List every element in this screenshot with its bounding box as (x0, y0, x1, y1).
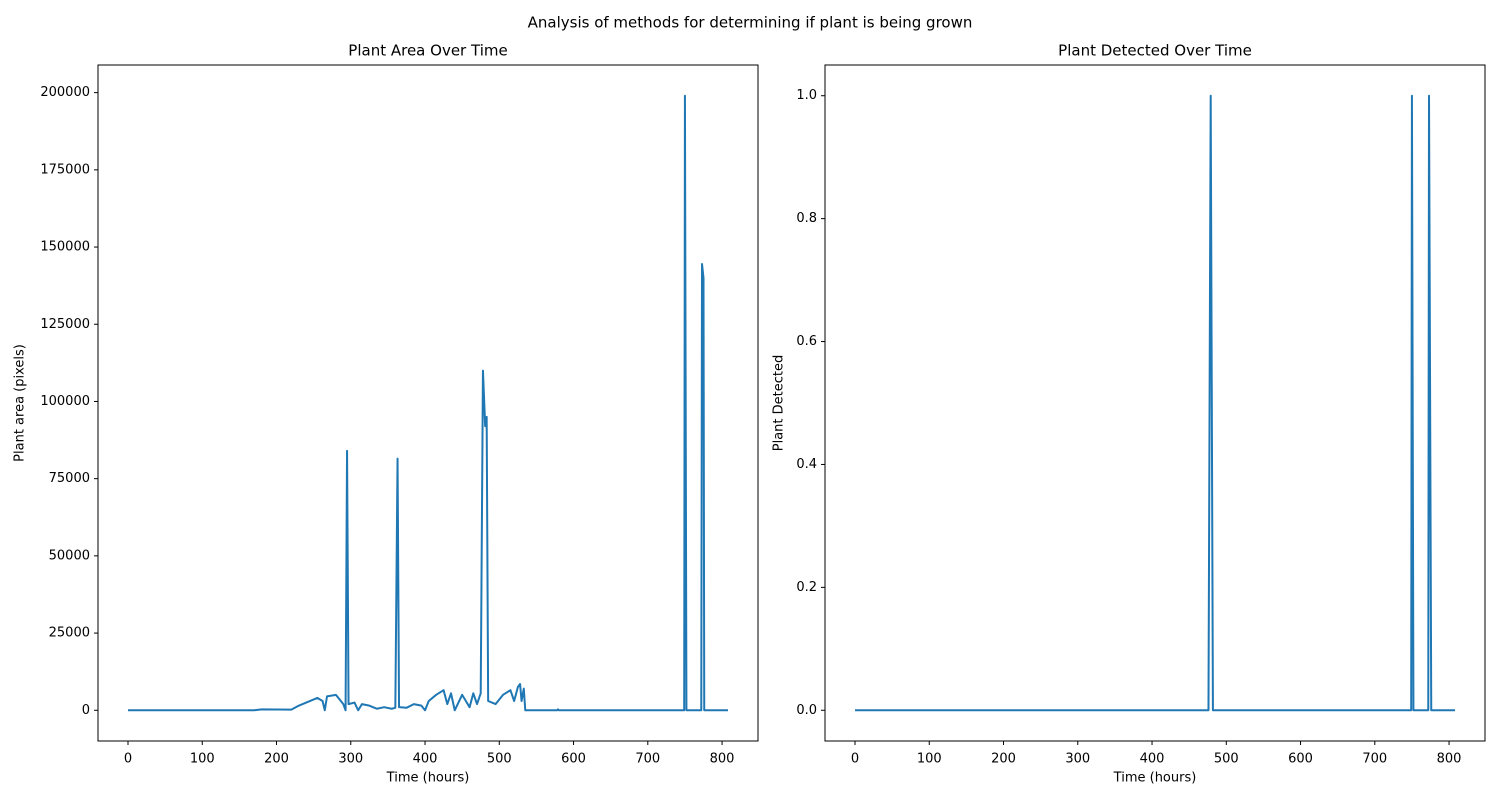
y-tick-label: 0.6 (796, 334, 817, 349)
y-axis-label: Plant area (pixels) (13, 344, 28, 462)
x-tick-label: 500 (1214, 752, 1239, 767)
x-tick-label: 400 (413, 752, 438, 767)
y-tick-label: 75000 (49, 471, 90, 486)
y-tick-label: 25000 (49, 626, 90, 641)
y-tick-label: 50000 (49, 548, 90, 563)
x-axis-label: Time (hours) (386, 771, 470, 786)
data-line (855, 94, 1455, 712)
x-tick-label: 200 (991, 752, 1016, 767)
y-tick-label: 0 (82, 703, 90, 718)
x-tick-label: 700 (1362, 752, 1387, 767)
axes-title: Plant Detected Over Time (1058, 42, 1252, 60)
y-tick-label: 150000 (40, 240, 90, 255)
y-tick-label: 0.8 (796, 211, 817, 226)
y-axis-label: Plant Detected (772, 355, 787, 451)
x-tick-label: 600 (1288, 752, 1313, 767)
figure-title: Analysis of methods for determining if p… (528, 14, 973, 32)
x-tick-label: 500 (487, 752, 512, 767)
x-tick-label: 600 (561, 752, 586, 767)
x-tick-label: 700 (635, 752, 660, 767)
y-tick-label: 200000 (40, 85, 90, 100)
x-tick-label: 300 (1065, 752, 1090, 767)
x-tick-label: 100 (190, 752, 215, 767)
x-tick-label: 100 (917, 752, 942, 767)
x-tick-label: 400 (1140, 752, 1165, 767)
y-tick-label: 175000 (40, 162, 90, 177)
x-axis-label: Time (hours) (1113, 771, 1197, 786)
axes-frame (97, 64, 759, 742)
data-line (128, 94, 728, 712)
y-tick-label: 100000 (40, 394, 90, 409)
y-tick-label: 1.0 (796, 88, 817, 103)
y-tick-label: 125000 (40, 317, 90, 332)
axes-frame (824, 64, 1486, 742)
axes-title: Plant Area Over Time (348, 42, 507, 60)
x-tick-label: 800 (1437, 752, 1462, 767)
x-tick-label: 200 (264, 752, 289, 767)
y-tick-label: 0.2 (796, 580, 817, 595)
x-tick-label: 300 (338, 752, 363, 767)
x-tick-label: 0 (124, 752, 132, 767)
y-tick-label: 0.0 (796, 703, 817, 718)
x-tick-label: 800 (710, 752, 735, 767)
x-tick-label: 0 (851, 752, 859, 767)
y-tick-label: 0.4 (796, 457, 817, 472)
